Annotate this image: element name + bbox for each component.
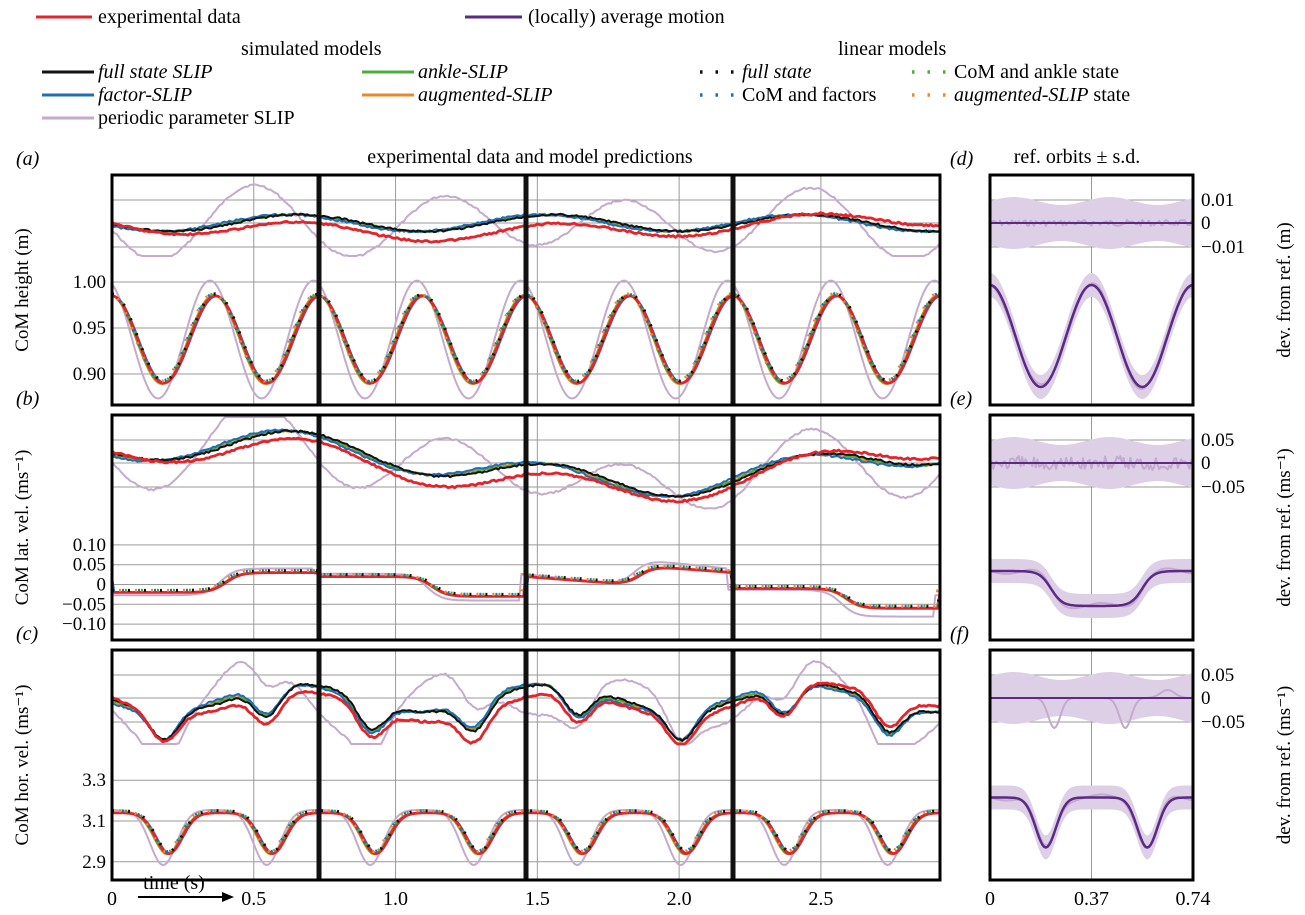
panel-f: 0.050 −0.05: [988, 648, 1245, 882]
legend-label-simulated: periodic parameter SLIP: [98, 107, 295, 129]
legend-label-average: (locally) average motion: [528, 6, 725, 28]
panel-letter-e: (e): [950, 388, 973, 410]
panel-frame: [988, 173, 1195, 407]
x-tick-label: 1.0: [383, 888, 408, 910]
panel-b: 0.100.050−0.05−0.10: [62, 413, 942, 642]
periodic-deviation: [989, 219, 1194, 227]
panel-a: 1.00 0.95 0.90: [73, 173, 942, 407]
average-reference: [990, 796, 1193, 849]
legend-label-linear: full state: [742, 61, 812, 83]
y-tick-label: 0.05: [1201, 430, 1234, 451]
y-tick-label: 0: [1201, 213, 1211, 234]
legend-label-simulated: factor-SLIP: [98, 84, 192, 106]
y-tick-label: 0.90: [73, 364, 106, 385]
y-tick-label: 0: [1201, 688, 1211, 709]
panel-letter-b: (b): [16, 388, 40, 410]
x-tick-label: 1.5: [525, 888, 550, 910]
legend-title-linear: linear models: [838, 38, 947, 60]
panels: 1.000.950.900.100.050−0.05−0.103.33.12.9…: [62, 173, 1245, 882]
linear-model-markers: [111, 292, 941, 383]
y-tick-label: 0: [97, 575, 107, 596]
y-tick-label: 0.05: [1201, 665, 1234, 686]
y-axis-label: dev. from ref. (ms⁻¹): [1274, 686, 1295, 845]
time-arrow-head: [222, 892, 234, 902]
legend-title-simulated: simulated models: [241, 38, 382, 60]
y-axis-label: dev. from ref. (ms⁻¹): [1274, 448, 1295, 607]
legend-label-linear: augmented-SLIP state: [954, 84, 1130, 106]
y-tick-label: 3.1: [82, 811, 106, 832]
y-tick-label: 0: [1201, 453, 1211, 474]
periodic-deviation: [989, 455, 1194, 471]
x-axis-label: time (s): [143, 872, 205, 894]
panel-letter-d: (d): [950, 148, 974, 170]
y-tick-label: −0.05: [62, 594, 106, 615]
average-reference: [990, 569, 1193, 608]
x-tick-label: 0: [985, 888, 995, 910]
x-tick-label: 0: [107, 888, 117, 910]
labels: experimental data and model predictions r…: [12, 146, 1295, 910]
panel-d: 0.010 −0.01: [988, 173, 1245, 407]
linear-model-markers: [112, 564, 942, 608]
y-tick-label: 2.9: [82, 852, 106, 873]
y-axis-label: CoM lat. vel. (ms⁻¹): [12, 450, 33, 606]
y-tick-label: 0.05: [73, 555, 106, 576]
panel-e: 0.050 −0.05: [988, 413, 1245, 642]
legend-label-simulated: full state SLIP: [98, 61, 212, 83]
y-tick-label: −0.10: [62, 614, 106, 635]
legend-label-experimental: experimental data: [98, 6, 241, 28]
legend-label-linear: CoM and factors: [742, 84, 877, 106]
y-tick-label: −0.01: [1201, 237, 1245, 258]
y-tick-label: 0.10: [73, 535, 106, 556]
legend-label-simulated: ankle-SLIP: [418, 61, 508, 83]
y-tick-label: 0.95: [73, 318, 106, 339]
heading-side: ref. orbits ± s.d.: [1014, 146, 1141, 168]
y-axis-label: CoM hor. vel. (ms⁻¹): [12, 685, 33, 846]
x-tick-label: 0.5: [241, 888, 266, 910]
heading-main: experimental data and model predictions: [367, 146, 693, 168]
panel-letter-c: (c): [16, 623, 39, 645]
legend: experimental data (locally) average motio…: [36, 6, 1130, 129]
panel-frame: [110, 648, 942, 882]
panel-frame: [110, 173, 942, 407]
x-tick-label: 0.74: [1176, 888, 1211, 910]
y-axis-label: dev. from ref. (m): [1274, 222, 1295, 357]
y-tick-label: 0.01: [1201, 190, 1234, 211]
panel-frame: [988, 413, 1195, 642]
y-tick-label: 3.3: [82, 770, 106, 791]
average-reference: [989, 283, 1194, 389]
y-tick-label: 1.00: [73, 272, 106, 293]
panel-frame: [110, 413, 942, 642]
y-axis-label: CoM height (m): [12, 228, 33, 352]
panel-letter-a: (a): [16, 148, 40, 170]
legend-label-linear: CoM and ankle state: [954, 61, 1119, 83]
panel-letter-f: (f): [950, 623, 969, 645]
x-tick-label: 0.37: [1074, 888, 1109, 910]
x-tick-label: 2.0: [667, 888, 692, 910]
y-tick-label: −0.05: [1201, 477, 1245, 498]
panel-c: 3.3 3.1 2.9: [82, 648, 942, 882]
y-tick-label: −0.05: [1201, 712, 1245, 733]
panel-frame: [988, 648, 1195, 882]
legend-label-simulated: augmented-SLIP: [418, 84, 552, 106]
x-tick-label: 2.5: [808, 888, 833, 910]
